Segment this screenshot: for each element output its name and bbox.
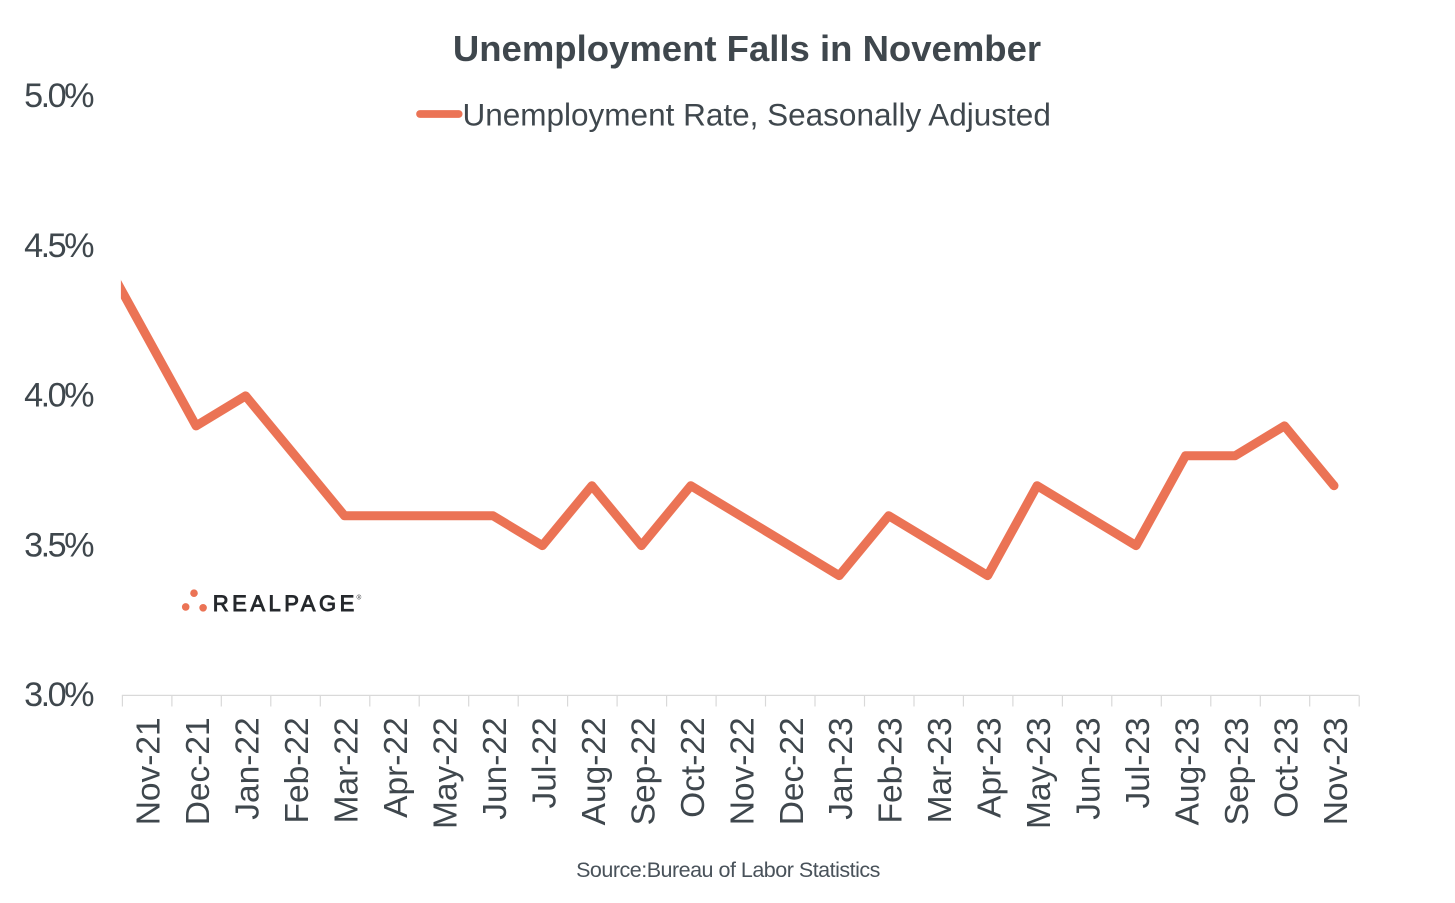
svg-text:Nov-21: Nov-21 xyxy=(131,717,168,825)
svg-text:3.5%: 3.5% xyxy=(24,526,94,564)
svg-text:REALPAGE: REALPAGE xyxy=(213,591,358,616)
svg-text:Dec-21: Dec-21 xyxy=(180,717,217,825)
svg-text:Mar-22: Mar-22 xyxy=(329,717,366,823)
svg-text:May-22: May-22 xyxy=(428,717,465,829)
svg-text:Aug-22: Aug-22 xyxy=(576,717,613,825)
svg-text:Aug-23: Aug-23 xyxy=(1170,717,1207,825)
svg-text:Jan-22: Jan-22 xyxy=(230,717,267,819)
svg-text:Nov-22: Nov-22 xyxy=(724,717,761,825)
svg-text:Jun-23: Jun-23 xyxy=(1071,717,1108,819)
svg-text:Sep-23: Sep-23 xyxy=(1219,717,1256,825)
svg-text:Mar-23: Mar-23 xyxy=(922,717,959,823)
svg-text:4.5%: 4.5% xyxy=(24,227,94,265)
svg-text:Jan-23: Jan-23 xyxy=(823,717,860,819)
svg-text:Apr-22: Apr-22 xyxy=(378,717,415,818)
svg-text:Source:Bureau of Labor Statist: Source:Bureau of Labor Statistics xyxy=(576,858,880,882)
svg-text:Oct-23: Oct-23 xyxy=(1269,717,1306,818)
svg-text:Dec-22: Dec-22 xyxy=(774,717,811,825)
svg-text:Feb-23: Feb-23 xyxy=(873,717,910,823)
svg-text:5.0%: 5.0% xyxy=(24,77,94,115)
svg-text:Unemployment Rate, Seasonally: Unemployment Rate, Seasonally Adjusted xyxy=(463,97,1051,133)
svg-text:4.0%: 4.0% xyxy=(24,377,94,415)
svg-text:Apr-23: Apr-23 xyxy=(972,717,1009,818)
svg-text:Feb-22: Feb-22 xyxy=(279,717,316,823)
svg-text:May-23: May-23 xyxy=(1021,717,1058,829)
svg-text:Oct-22: Oct-22 xyxy=(675,717,712,818)
svg-text:3.0%: 3.0% xyxy=(24,676,94,714)
svg-text:Jul-22: Jul-22 xyxy=(526,717,563,808)
svg-text:Sep-22: Sep-22 xyxy=(625,717,662,825)
svg-text:Nov-23: Nov-23 xyxy=(1318,717,1355,825)
svg-text:Jun-22: Jun-22 xyxy=(477,717,514,819)
svg-text:Jul-23: Jul-23 xyxy=(1120,717,1157,808)
svg-text:Unemployment Falls in November: Unemployment Falls in November xyxy=(453,28,1041,69)
svg-text:®: ® xyxy=(357,594,362,602)
